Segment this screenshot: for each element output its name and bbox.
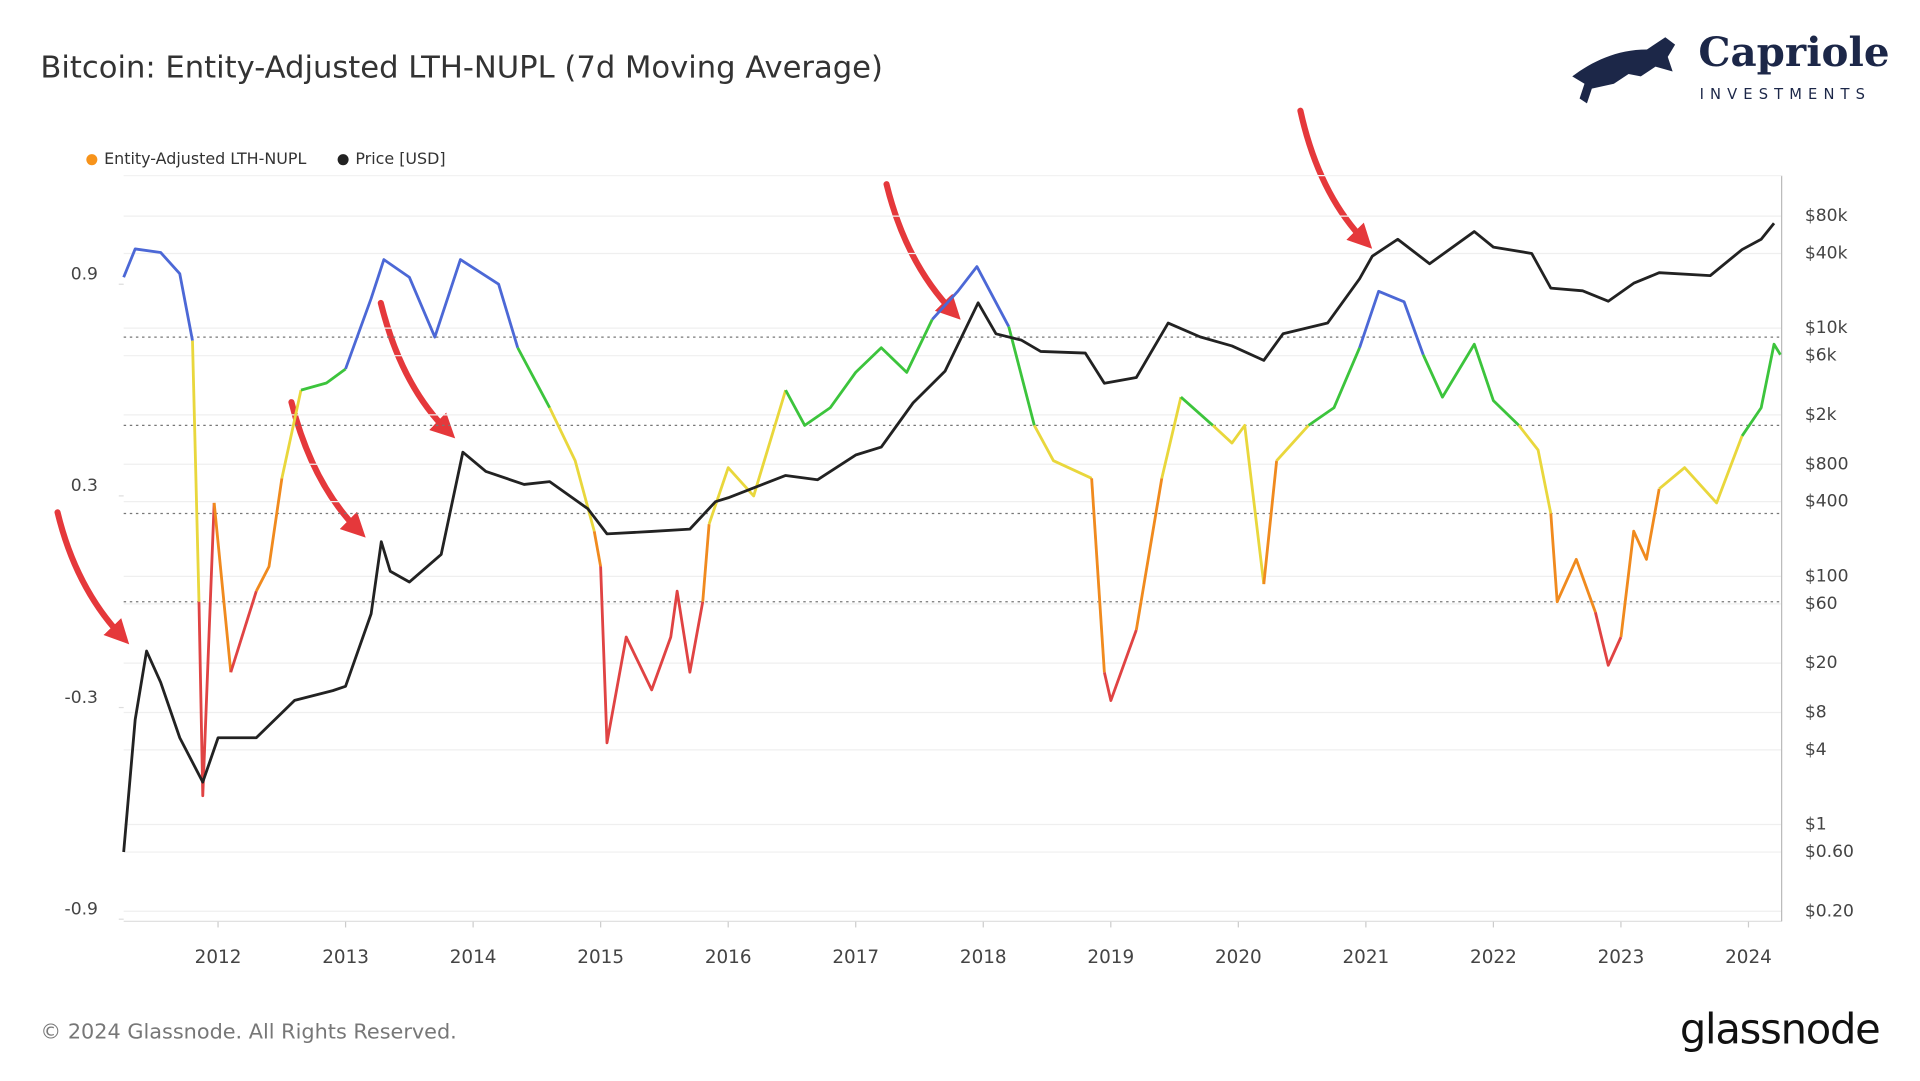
x-tick-label: 2022: [1470, 947, 1517, 968]
y2-tick-label: $6k: [1805, 346, 1837, 366]
series-line: [1421, 342, 1520, 427]
y2-tick-label: $4: [1805, 740, 1827, 760]
arrow: [377, 299, 456, 439]
series-line: [1134, 478, 1164, 631]
y2-tick-label: $40k: [1805, 243, 1848, 263]
x-tick-label: 2021: [1343, 947, 1390, 968]
series-line: [931, 265, 1010, 328]
series-line: [191, 340, 201, 602]
legend-marker: [86, 154, 98, 166]
x-tick-label: 2024: [1725, 947, 1772, 968]
arrow: [54, 509, 130, 645]
y2-tick-label: $8: [1805, 702, 1827, 722]
legend-label: Entity-Adjusted LTH-NUPL: [104, 149, 306, 168]
series-line: [1307, 347, 1361, 427]
logo-horse: [1572, 37, 1676, 104]
arrow: [1297, 107, 1373, 249]
series-line: [1160, 396, 1183, 479]
x-tick-label: 2018: [960, 947, 1007, 968]
x-tick-label: 2023: [1598, 947, 1645, 968]
series-line: [344, 258, 520, 370]
series-line: [599, 566, 705, 745]
series-line: [784, 318, 934, 427]
series-line: [1211, 423, 1266, 585]
series-line: [1262, 460, 1279, 585]
series-line: [1658, 435, 1744, 505]
x-tick-label: 2020: [1215, 947, 1262, 968]
series-line: [229, 590, 258, 673]
arrow: [883, 181, 961, 320]
series-line: [1179, 396, 1214, 427]
series-line: [280, 389, 303, 479]
series-line: [212, 502, 233, 673]
series-line: [1549, 513, 1597, 613]
series-line: [1007, 326, 1036, 426]
annotations: [54, 107, 1373, 645]
x-tick-label: 2013: [322, 947, 369, 968]
y-tick-label: -0.3: [65, 688, 98, 708]
series-line: [1517, 424, 1553, 514]
y-tick-label: 0.3: [71, 476, 98, 496]
series-line: [707, 389, 787, 525]
series-line: [1033, 424, 1093, 480]
y2-tick-label: $400: [1805, 492, 1849, 512]
brand-name: Capriole: [1698, 28, 1889, 76]
copyright: © 2024 Glassnode. All Rights Reserved.: [40, 1020, 456, 1044]
series-line: [300, 367, 347, 392]
y2-tick-label: $10k: [1805, 318, 1848, 338]
series-line: [122, 247, 194, 341]
y2-tick-label: $800: [1805, 454, 1849, 474]
y-tick-label: -0.9: [65, 899, 98, 919]
y-tick-label: 0.9: [71, 264, 98, 284]
y2-tick-label: $100: [1805, 566, 1849, 586]
brand-tagline: INVESTMENTS: [1700, 86, 1872, 103]
legend-label: Price [USD]: [355, 149, 445, 168]
source-logo: glassnode: [1680, 1005, 1880, 1054]
series-line: [1594, 611, 1623, 667]
series-line: [516, 347, 551, 409]
series-line: [701, 523, 711, 602]
x-tick-label: 2014: [450, 947, 497, 968]
y2-tick-label: $1: [1805, 815, 1827, 835]
chart-title: Bitcoin: Entity-Adjusted LTH-NUPL (7d Mo…: [40, 51, 883, 86]
x-tick-label: 2012: [195, 947, 242, 968]
arrow: [288, 399, 366, 538]
series-line: [255, 478, 284, 592]
series-line: [592, 530, 602, 567]
x-tick-label: 2019: [1087, 947, 1134, 968]
x-tick-label: 2017: [832, 947, 879, 968]
series-line: [1358, 289, 1425, 356]
y2-tick-label: $20: [1805, 653, 1838, 673]
series-line: [122, 222, 1776, 853]
series-line: [1275, 424, 1310, 462]
series-line: [1619, 488, 1661, 638]
series-line: [1090, 478, 1106, 673]
y2-tick-label: $0.60: [1805, 842, 1854, 862]
y2-tick-label: $80k: [1805, 206, 1848, 226]
series-line: [1102, 629, 1138, 702]
y2-tick-label: $2k: [1805, 405, 1837, 425]
x-tick-label: 2015: [577, 947, 624, 968]
y2-tick-label: $0.20: [1805, 901, 1854, 921]
logo: Capriole INVESTMENTS: [1572, 28, 1890, 104]
y2-tick-label: $60: [1805, 594, 1838, 614]
series-line: [1740, 342, 1782, 437]
series-line: [197, 502, 216, 798]
x-tick-label: 2016: [705, 947, 752, 968]
legend-marker: [337, 154, 349, 166]
